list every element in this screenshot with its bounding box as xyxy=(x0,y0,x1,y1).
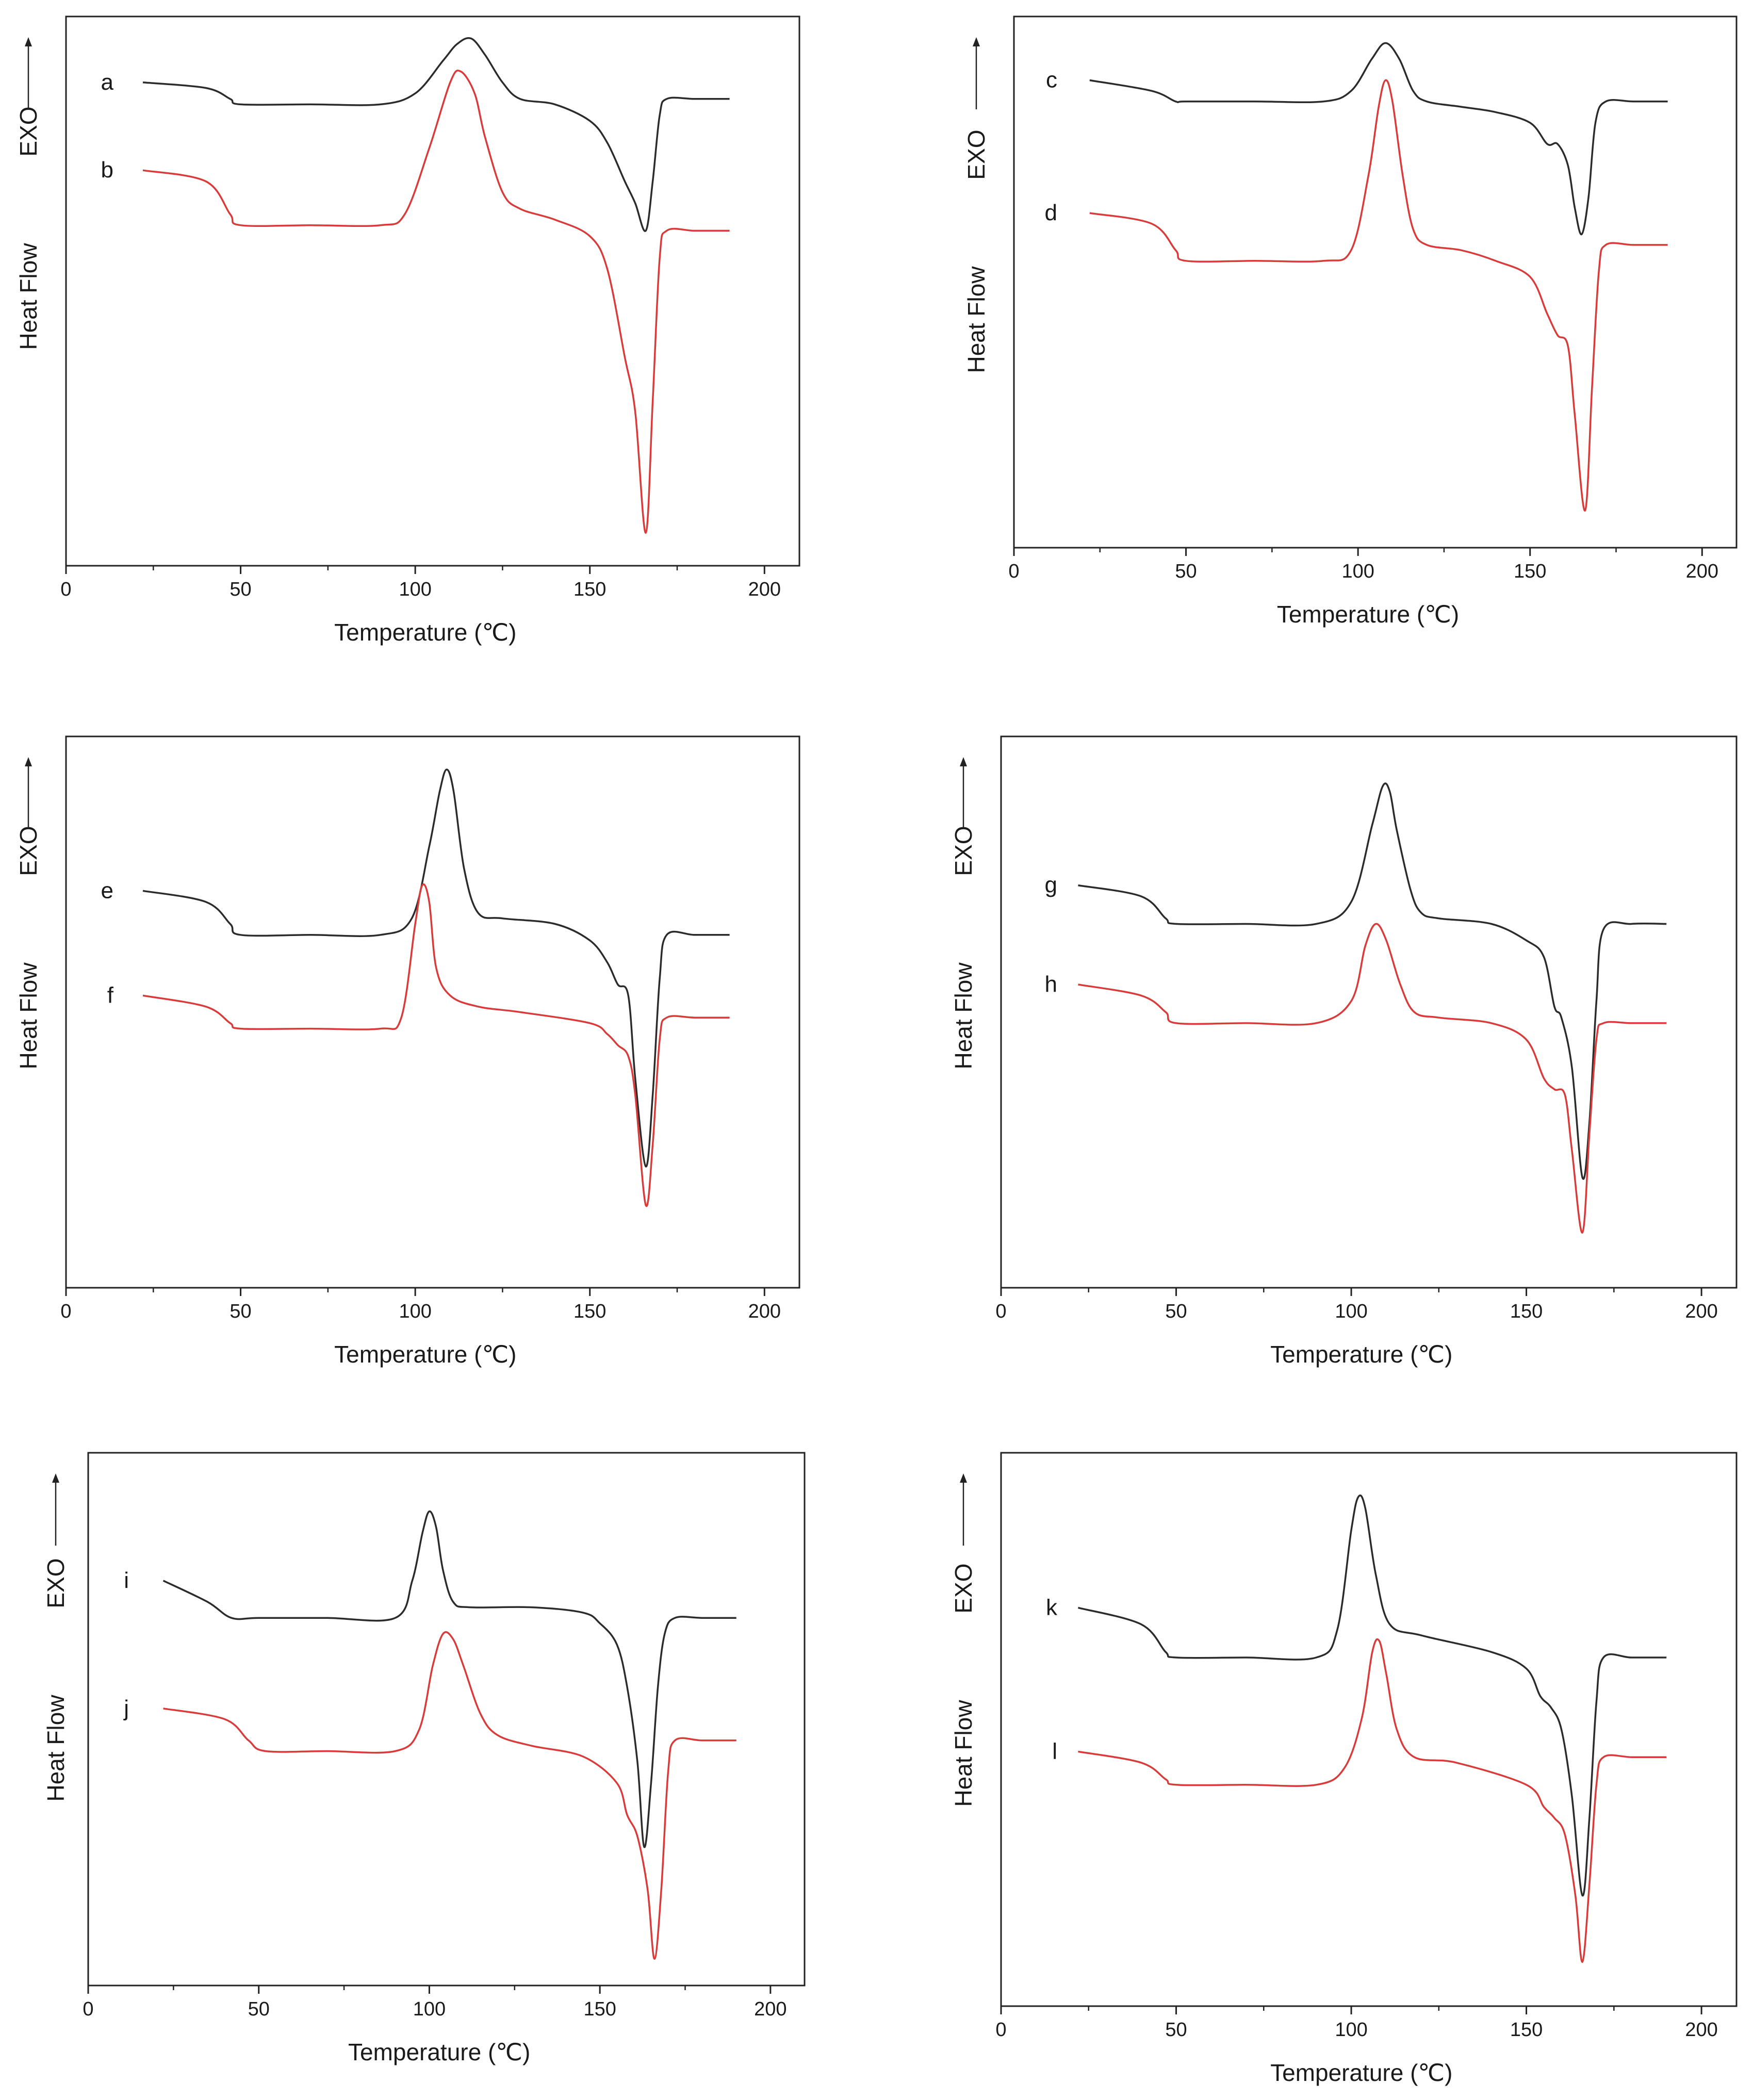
x-tick-label: 200 xyxy=(754,1998,787,2020)
series-label-f: f xyxy=(107,982,114,1008)
dsc-panel-3: 0 50 100 150 200 Temperature (℃) Heat Flow EXO e… xyxy=(15,735,800,1368)
series-line-a xyxy=(142,37,730,232)
exo-arrow-icon xyxy=(973,37,980,46)
series-label-c: c xyxy=(1046,68,1057,93)
series-label-i: i xyxy=(124,1568,129,1593)
x-tick-label: 0 xyxy=(60,1301,71,1322)
x-tick-label: 50 xyxy=(230,1301,251,1322)
x-tick-label: 200 xyxy=(1685,1301,1717,1322)
series-line-h xyxy=(1078,923,1667,1234)
exo-label: EXO xyxy=(15,106,42,156)
series-label-a: a xyxy=(101,70,114,95)
series-label-g: g xyxy=(1045,873,1057,898)
dsc-panel-5: 0 50 100 150 200 Temperature (℃) Heat Flow EXO i… xyxy=(42,1452,806,2065)
x-tick-label: 50 xyxy=(1165,2019,1187,2041)
dsc-panel-4: 0 50 100 150 200 Temperature (℃) Heat Flow EXO g… xyxy=(950,735,1738,1368)
x-tick-label: 0 xyxy=(995,2019,1006,2041)
series-line-b xyxy=(142,70,730,534)
plot-frame xyxy=(1013,15,1738,549)
x-tick-label: 200 xyxy=(748,1301,781,1322)
x-tick-label: 150 xyxy=(1514,561,1546,582)
series-label-e: e xyxy=(101,878,113,903)
series-line-f xyxy=(142,883,730,1207)
exo-arrow-icon xyxy=(960,757,967,766)
x-tick-label: 0 xyxy=(83,1998,93,2020)
y-axis-title: Heat Flow xyxy=(950,962,977,1070)
exo-label: EXO xyxy=(15,826,42,876)
series-label-h: h xyxy=(1045,972,1057,997)
dsc-panel-2: 0 50 100 150 200 Temperature (℃) Heat Flow EXO c… xyxy=(963,15,1738,628)
dsc-panel-6: 0 50 100 150 200 Temperature (℃) Heat Flow EXO k… xyxy=(950,1452,1738,2086)
x-tick-label: 0 xyxy=(995,1301,1006,1322)
series-line-e xyxy=(142,768,730,1168)
y-axis-title: Heat Flow xyxy=(15,243,42,350)
series-line-i xyxy=(162,1510,736,1848)
x-tick-label: 50 xyxy=(1175,561,1197,582)
series-line-l xyxy=(1078,1638,1667,1963)
x-tick-label: 200 xyxy=(1685,2019,1717,2041)
plot-frame xyxy=(65,735,800,1289)
x-tick-label: 150 xyxy=(574,579,606,600)
plot-frame xyxy=(87,1452,806,1987)
x-axis-title: Temperature (℃) xyxy=(334,1341,516,1368)
y-axis-title: Heat Flow xyxy=(15,962,42,1070)
plot-frame xyxy=(1000,1452,1738,2007)
x-tick-label: 50 xyxy=(230,579,251,600)
exo-label: EXO xyxy=(950,1563,977,1613)
plot-frame xyxy=(1000,735,1738,1289)
x-axis-title: Temperature (℃) xyxy=(348,2039,530,2065)
y-axis-title: Heat Flow xyxy=(950,1700,977,1807)
x-tick-label: 100 xyxy=(399,579,431,600)
x-tick-label: 150 xyxy=(583,1998,616,2020)
x-tick-label: 0 xyxy=(60,579,71,600)
series-line-k xyxy=(1077,1494,1667,1897)
x-tick-label: 150 xyxy=(1510,1301,1543,1322)
dsc-panel-1: 0 50 100 150 200 Temperature (℃) Heat Flow EXO a… xyxy=(15,15,800,646)
exo-label: EXO xyxy=(963,129,990,179)
x-axis-title: Temperature (℃) xyxy=(1270,2059,1452,2086)
x-tick-label: 100 xyxy=(1341,561,1374,582)
exo-arrow-icon xyxy=(25,757,32,766)
exo-label: EXO xyxy=(950,826,977,876)
x-tick-label: 200 xyxy=(748,579,781,600)
series-label-j: j xyxy=(123,1696,129,1721)
x-tick-label: 0 xyxy=(1008,561,1019,582)
series-line-j xyxy=(163,1631,736,1960)
x-tick-label: 100 xyxy=(1335,1301,1367,1322)
y-axis-title: Heat Flow xyxy=(42,1695,69,1802)
series-line-g xyxy=(1078,782,1667,1180)
x-tick-label: 100 xyxy=(399,1301,431,1322)
series-label-k: k xyxy=(1046,1595,1058,1620)
x-axis-title: Temperature (℃) xyxy=(1270,1341,1452,1368)
x-tick-label: 150 xyxy=(1510,2019,1543,2041)
exo-arrow-icon xyxy=(52,1473,59,1483)
y-axis-title: Heat Flow xyxy=(963,266,990,373)
series-line-d xyxy=(1089,79,1668,512)
series-line-c xyxy=(1089,42,1668,236)
series-label-l: l xyxy=(1052,1738,1057,1764)
x-tick-label: 50 xyxy=(1165,1301,1187,1322)
exo-arrow-icon xyxy=(960,1473,967,1483)
exo-label: EXO xyxy=(42,1558,69,1608)
plot-frame xyxy=(65,15,800,567)
x-axis-title: Temperature (℃) xyxy=(1277,601,1459,628)
x-axis-title: Temperature (℃) xyxy=(334,619,516,646)
x-tick-label: 150 xyxy=(574,1301,606,1322)
x-tick-label: 100 xyxy=(413,1998,446,2020)
exo-arrow-icon xyxy=(25,37,32,46)
x-tick-label: 200 xyxy=(1686,561,1718,582)
x-tick-label: 50 xyxy=(248,1998,270,2020)
series-label-b: b xyxy=(101,157,113,183)
x-tick-label: 100 xyxy=(1335,2019,1367,2041)
series-label-d: d xyxy=(1045,200,1057,225)
